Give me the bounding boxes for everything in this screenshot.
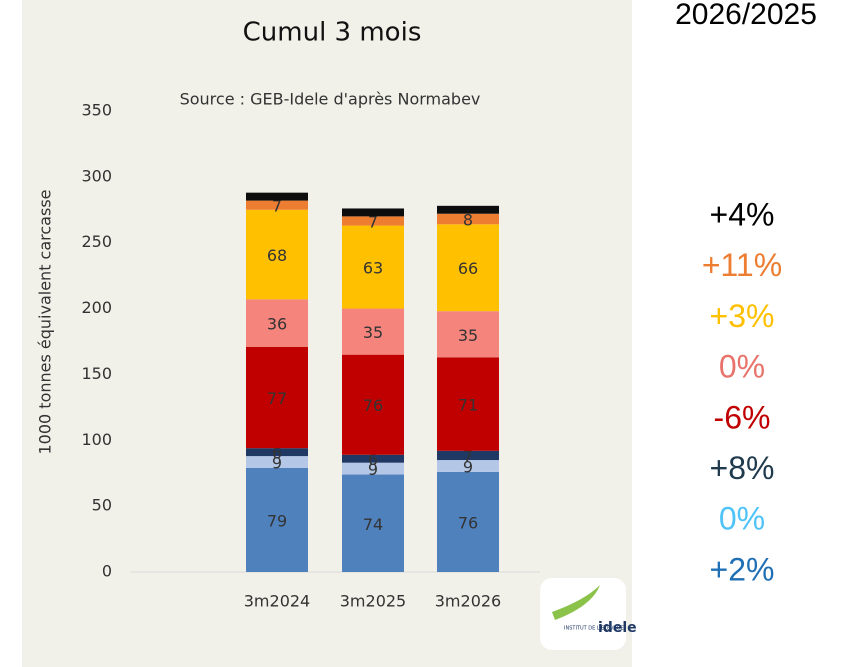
data-label: 7 — [272, 197, 282, 216]
bar-segment — [246, 467, 308, 572]
bar-segment — [437, 450, 499, 461]
data-label: 77 — [267, 389, 287, 408]
logo-brand: idele — [598, 620, 637, 636]
bar-segment — [246, 192, 308, 201]
data-label: 8 — [463, 211, 473, 230]
change-annotation: -6% — [714, 399, 771, 435]
data-label: 79 — [267, 511, 287, 530]
y-tick-label: 100 — [81, 430, 112, 449]
data-label: 6 — [272, 444, 282, 463]
data-label: 9 — [463, 457, 473, 476]
change-annotation: +8% — [710, 450, 775, 486]
bar-segment — [342, 354, 404, 455]
change-annotation: 0% — [719, 349, 765, 385]
change-annotation: 0% — [719, 501, 765, 537]
bar-segment — [246, 209, 308, 300]
data-label: 36 — [267, 315, 287, 334]
bar-segment — [342, 216, 404, 226]
bar-segment — [246, 299, 308, 347]
bar-segment — [342, 225, 404, 309]
chart-background — [22, 0, 632, 667]
y-axis-label: 1000 tonnes équivalent carcasse — [36, 189, 55, 454]
bar-segment — [342, 208, 404, 217]
data-label: 74 — [363, 515, 383, 534]
data-label: 76 — [363, 396, 383, 415]
y-tick-label: 350 — [81, 101, 112, 120]
data-label: 7 — [463, 447, 473, 466]
data-label: 9 — [272, 454, 282, 473]
bar-segment — [246, 456, 308, 468]
data-label: 6 — [368, 450, 378, 469]
chart-subtitle: Source : GEB-Idele d'après Normabev — [180, 90, 481, 109]
data-label: 35 — [458, 326, 478, 345]
data-label: 9 — [368, 460, 378, 479]
heading: 2026/2025 — [675, 0, 817, 31]
logo-swoosh — [552, 585, 600, 620]
chart-title: Cumul 3 mois — [243, 18, 422, 48]
bar-segment — [246, 200, 308, 210]
bar-segment — [437, 311, 499, 358]
bar-segment — [342, 462, 404, 475]
bar-segment — [342, 454, 404, 463]
data-label: 7 — [368, 212, 378, 231]
y-tick-label: 250 — [81, 232, 112, 251]
logo-small: INSTITUT DE L'ELEVAGE — [564, 626, 624, 632]
data-label: 35 — [363, 323, 383, 342]
bar-segment — [342, 474, 404, 572]
bar-segment — [437, 471, 499, 572]
bar-segment — [246, 346, 308, 449]
bar-segment — [437, 205, 499, 214]
logo-box — [540, 578, 626, 650]
bar-segment — [437, 357, 499, 451]
data-label: 76 — [458, 513, 478, 532]
y-tick-label: 50 — [92, 496, 112, 515]
bar-segment — [342, 308, 404, 355]
bar-segment — [246, 448, 308, 457]
bar-segment — [437, 224, 499, 312]
change-annotation: +2% — [710, 551, 775, 587]
bar-segment — [437, 460, 499, 472]
data-label: 63 — [363, 259, 383, 278]
y-tick-label: 150 — [81, 364, 112, 383]
bar-segment — [437, 213, 499, 225]
data-label: 66 — [458, 259, 478, 278]
data-label: 71 — [458, 396, 478, 415]
y-tick-label: 200 — [81, 298, 112, 317]
x-tick-label: 3m2025 — [340, 592, 406, 611]
data-label: 68 — [267, 246, 287, 265]
y-tick-label: 0 — [102, 562, 112, 581]
x-tick-label: 3m2024 — [244, 592, 310, 611]
change-annotation: +11% — [702, 247, 782, 283]
change-annotation: +3% — [710, 298, 775, 334]
change-annotation: +4% — [710, 196, 775, 232]
x-tick-label: 3m2026 — [435, 592, 501, 611]
y-tick-label: 300 — [81, 166, 112, 185]
